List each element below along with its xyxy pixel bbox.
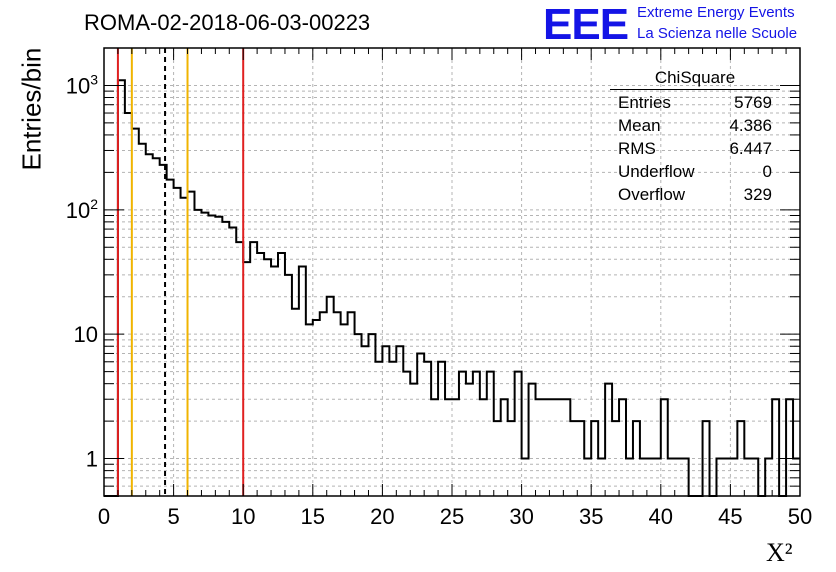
x-tick-label: 0 <box>98 504 110 529</box>
x-tick-label: 40 <box>649 504 673 529</box>
stats-label: RMS <box>618 139 656 158</box>
stats-label: Entries <box>618 93 671 112</box>
y-tick-label: 103 <box>66 71 98 98</box>
stats-value: 0 <box>762 162 772 181</box>
y-tick-label: 10 <box>74 322 98 347</box>
stats-label: Overflow <box>618 185 686 204</box>
logo-subtitle-1: Extreme Energy Events <box>637 4 795 21</box>
x-tick-label: 20 <box>370 504 394 529</box>
stats-row-underflow: Underflow 0 <box>610 160 780 183</box>
chart-title: ROMA-02-2018-06-03-00223 <box>84 10 371 35</box>
stats-row-entries: Entries 5769 <box>610 91 780 114</box>
x-tick-label: 25 <box>440 504 464 529</box>
stats-value: 329 <box>743 185 772 204</box>
histogram-series <box>104 79 800 497</box>
x-axis-label: X² <box>766 538 793 567</box>
y-tick-label: 102 <box>66 196 98 223</box>
x-tick-label: 45 <box>718 504 742 529</box>
stats-value: 4.386 <box>729 116 772 135</box>
y-axis-label: Entries/bin <box>16 47 47 171</box>
stats-row-overflow: Overflow 329 <box>610 183 780 206</box>
x-tick-label: 15 <box>301 504 325 529</box>
stats-label: Underflow <box>618 162 695 181</box>
stats-row-rms: RMS 6.447 <box>610 137 780 160</box>
stats-box: ChiSquare Entries 5769 Mean 4.386 RMS 6.447… <box>610 68 780 206</box>
stats-header: ChiSquare <box>610 68 780 90</box>
eee-logo: EEE <box>543 0 629 49</box>
y-tick-label: 1 <box>86 447 98 472</box>
x-tick-label: 10 <box>231 504 255 529</box>
stats-row-mean: Mean 4.386 <box>610 114 780 137</box>
x-tick-label: 35 <box>579 504 603 529</box>
stats-value: 6.447 <box>729 139 772 158</box>
x-tick-label: 5 <box>167 504 179 529</box>
x-tick-label: 50 <box>788 504 812 529</box>
logo-subtitle-2: La Scienza nelle Scuole <box>637 25 798 42</box>
stats-value: 5769 <box>734 93 772 112</box>
x-tick-label: 30 <box>509 504 533 529</box>
stats-label: Mean <box>618 116 661 135</box>
